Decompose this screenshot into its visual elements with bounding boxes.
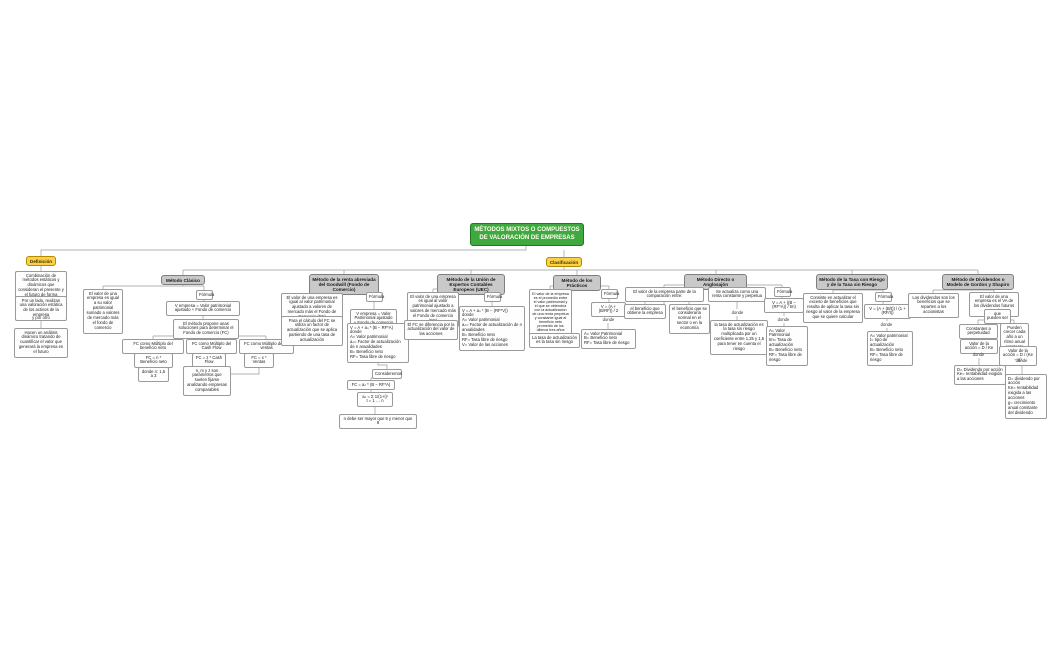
gordon-donde2-label: donde — [1015, 358, 1028, 363]
anglosajon-donde1-label: donde — [731, 310, 744, 315]
clasico-fc-ventas-box[interactable]: FC como Múltiplo de las ventas — [239, 339, 294, 354]
clasico-fc-cashflow-box[interactable]: FC como Múltiplo del Cash Flow — [186, 339, 237, 354]
clasico-soluciones-box[interactable]: El método propone unas soluciones para d… — [173, 319, 239, 339]
goodwill-formula-label[interactable]: Fórmula — [366, 292, 384, 302]
anglosajon-donde2-label: donde — [777, 317, 790, 322]
anglosajon-comparacion-box[interactable]: El valor de la empresa parte de la compa… — [625, 287, 704, 302]
definicion-node[interactable]: Definición — [26, 256, 56, 267]
tasa-riesgo-formula-label[interactable]: Fórmula — [875, 292, 893, 302]
goodwill-header[interactable]: Método de la renta abreviada del Goodwil… — [309, 274, 379, 296]
clasico-formula-ventas-box[interactable]: FC = x * Ventas — [244, 353, 274, 368]
goodwill-formula-detalle-box[interactable]: V = A + aₙ * (B − RF*A) donde A= Valor p… — [347, 323, 409, 363]
definicion-dinamica-box[interactable]: Hacen un análisis dinámico tratando de c… — [14, 328, 68, 358]
anglosajon-beneficio-empresa-box[interactable]: el beneficio que obtiene la empresa — [624, 304, 666, 319]
gordon-constantes-box[interactable]: Constantes a perpetuidad — [959, 324, 998, 339]
clasico-fc-beneficio-box[interactable]: FC como Múltiplo del beneficio neto — [122, 339, 184, 354]
tasa-riesgo-leyenda-box[interactable]: A= Valor patrimonial t= tipo de actualiz… — [867, 331, 913, 366]
uec-formula-detalle-box[interactable]: V = A + aₙ * (B − (RF*V)) donde A= Valor… — [459, 306, 525, 351]
practicos-descripcion-box[interactable]: El valor de la empresa es el promedio en… — [529, 289, 572, 335]
practicos-tasa-box[interactable]: La tasa de actualización es la tasa sin … — [529, 333, 580, 348]
tasa-riesgo-formula-box[interactable]: V = (A + (B/t)) / (1 + (RF/t)) — [864, 304, 911, 319]
goodwill-rango-n-box[interactable]: n debe ser mayor que 5 y menor que 8 — [339, 414, 417, 429]
gordon-header[interactable]: Método de Dividendos o Modelo de Gordon … — [942, 274, 1014, 290]
clasico-descripcion-box[interactable]: El valor de una empresa es igual a su va… — [83, 289, 123, 334]
gordon-leyenda2-box[interactable]: D= dividendo por acción Ke= rentabilidad… — [1005, 374, 1047, 419]
gordon-leyenda1-box[interactable]: D= Dividendo por acción Ke= rentabilidad… — [954, 365, 1006, 385]
practicos-header[interactable]: Método de los Prácticos — [553, 275, 601, 291]
clasico-parametros-box[interactable]: n, m y z son parámetros que suelen fijar… — [183, 366, 231, 396]
tasa-riesgo-descripcion-box[interactable]: Consiste en actualizar el exceso de bene… — [803, 293, 863, 323]
uec-header[interactable]: Método de la Unión de Expertos Contables… — [437, 274, 505, 296]
goodwill-sumatorio-box[interactable]: aₙ = Σ 1/(1+i)ᵗ t = 1 … n — [357, 392, 393, 407]
clasico-formula-label[interactable]: Fórmula — [196, 290, 214, 300]
gordon-dividendos-box[interactable]: Los dividendos son los beneficios que se… — [908, 293, 959, 318]
anglosajon-leyenda-box[interactable]: A= Valor Patrimonial tm= Tasa de actuali… — [766, 326, 808, 366]
practicos-leyenda-box[interactable]: A= Valor Patrimonial B= Beneficio neto R… — [581, 329, 636, 349]
clasificacion-node[interactable]: Clasificación — [546, 257, 582, 268]
tasa-riesgo-header[interactable]: Método de la Tasa con Riesgo y de la Tas… — [816, 274, 888, 290]
goodwill-fc-formula-box[interactable]: FC = aₙ * (B − RF*A) — [347, 380, 395, 390]
gordon-formula-constante-box[interactable]: Valor de la acción = D / Ke — [960, 339, 998, 354]
uec-formula-label[interactable]: Fórmula — [484, 292, 502, 302]
clasico-formula-box[interactable]: V empresa = Valor patrimonial ajustado +… — [166, 301, 240, 316]
clasico-header[interactable]: Método Clásico — [161, 275, 205, 286]
anglosajon-renta-box[interactable]: Se actualiza como una renta constante y … — [708, 287, 766, 302]
practicos-formula-box[interactable]: V = (A + (B/RF)) / 2 — [591, 302, 626, 317]
root-node-title[interactable]: MÉTODOS MIXTOS O COMPUESTOS DE VALORACIÓ… — [470, 223, 584, 246]
clasico-donde-n-box[interactable]: donde n: 1,5 a 3 — [138, 367, 169, 382]
gordon-formula-creciente-box[interactable]: Valor de la acción = D / (Ke − g) — [999, 346, 1037, 366]
anglosajon-beneficio-normal-box[interactable]: el beneficio que se consideraría normal … — [669, 304, 710, 334]
practicos-formula-label[interactable]: Fórmula — [601, 289, 619, 299]
anglosajon-formula-label[interactable]: Fórmula — [774, 287, 792, 297]
goodwill-consideremos-box[interactable]: Consideremos — [372, 369, 402, 379]
gordon-que-pueden-box[interactable]: que pueden ser — [984, 309, 1011, 324]
tasa-riesgo-donde-label: donde — [880, 322, 893, 327]
uec-diferencia-box[interactable]: El FC se diferencia por la actualización… — [404, 320, 458, 340]
anglosajon-tasa-box[interactable]: la tasa de actualización es la tasa sin … — [710, 320, 768, 355]
goodwill-calculo-box[interactable]: Para el cálculo del FC se utiliza un fac… — [281, 316, 343, 346]
definicion-estatica-box[interactable]: Por un lado, realizan una valoración est… — [15, 296, 67, 321]
definicion-conector-label: y por otro — [32, 315, 50, 320]
anglosajon-formula-box[interactable]: V = A + ((B − (RF*A)) / tm) — [764, 298, 804, 313]
anglosajon-header[interactable]: Método Directo o Anglosajón — [684, 274, 747, 290]
clasico-formula-beneficio-box[interactable]: FC = n * Beneficio neto — [134, 353, 173, 368]
practicos-donde-label: donde — [602, 317, 615, 322]
gordon-donde1-label: donde — [972, 352, 985, 357]
